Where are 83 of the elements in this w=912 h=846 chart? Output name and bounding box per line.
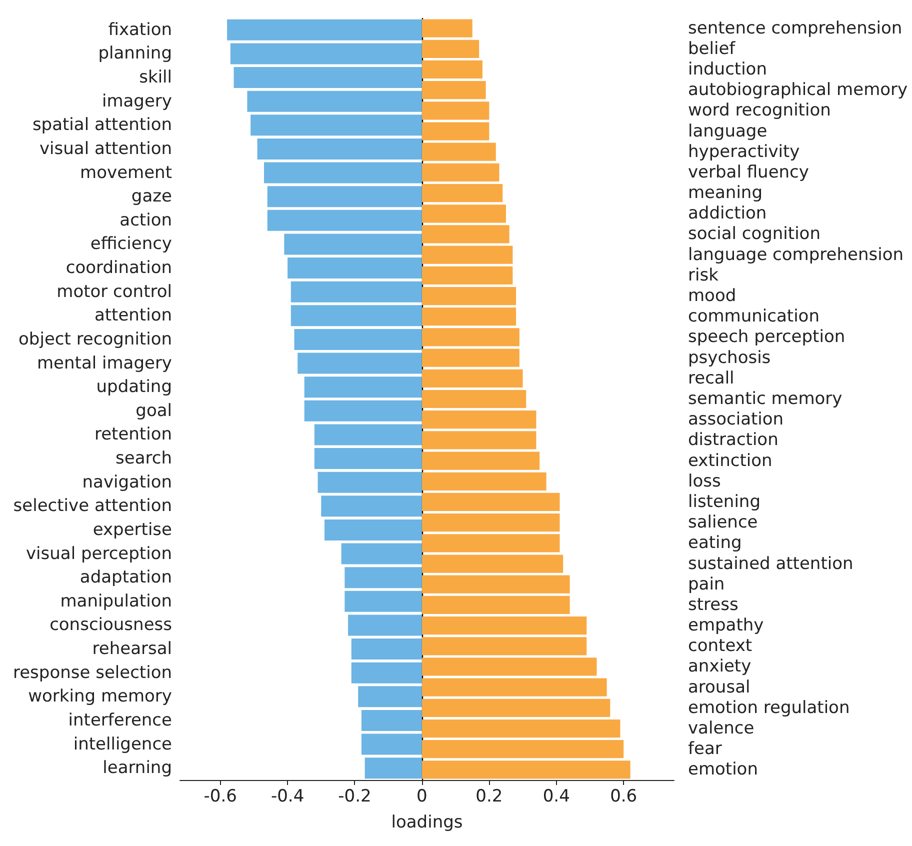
y-tick-label: learning (102, 758, 172, 778)
y-tick-label: rehearsal (92, 639, 172, 660)
y-tick-label: speech perception (688, 327, 846, 348)
x-tick-label: 0.6 (610, 786, 638, 806)
y-tick-label: extinction (688, 450, 772, 471)
y-tick-label: selective attention (13, 496, 172, 516)
y-tick-label: response selection (12, 662, 172, 683)
y-tick-label: communication (688, 306, 820, 327)
y-tick-label: autobiographical memory (688, 80, 908, 100)
y-tick-label: belief (688, 38, 736, 59)
y-tick-label: mood (688, 286, 736, 306)
y-tick-label: gaze (131, 186, 172, 207)
x-tick-label: 0.2 (476, 786, 503, 806)
y-tick-label: hyperactivity (688, 142, 800, 162)
y-tick-label: distraction (688, 430, 778, 450)
bar (422, 81, 486, 100)
y-tick-label: sustained attention (688, 554, 854, 574)
y-tick-label: addiction (688, 204, 767, 224)
y-tick-label: mental imagery (36, 353, 172, 374)
y-tick-label: word recognition (688, 100, 831, 121)
y-tick-label: arousal (688, 677, 750, 698)
y-tick-label: working memory (28, 686, 172, 707)
x-tick-label: 0 (416, 786, 428, 806)
y-tick-label: object recognition (18, 329, 172, 350)
y-tick-label: anxiety (688, 656, 752, 677)
y-tick-label: verbal fluency (688, 162, 809, 182)
y-tick-label: expertise (92, 520, 172, 540)
y-tick-label: movement (80, 162, 172, 183)
y-tick-label: fear (688, 739, 722, 760)
y-tick-label: pain (688, 574, 725, 594)
y-tick-label: salience (688, 512, 758, 533)
y-tick-label: efficiency (90, 234, 172, 254)
x-axis-title: loadings (391, 812, 463, 832)
y-tick-label: sentence comprehension (688, 18, 902, 38)
y-tick-label: consciousness (50, 615, 172, 636)
y-tick-label: visual perception (26, 544, 172, 564)
x-tick-label: -0.6 (204, 786, 237, 806)
y-tick-label: empathy (688, 616, 764, 636)
y-tick-label: context (688, 636, 752, 656)
y-tick-label: spatial attention (32, 115, 172, 136)
y-tick-label: goal (136, 400, 172, 421)
y-tick-label: language comprehension (688, 244, 904, 265)
y-tick-label: imagery (102, 91, 172, 112)
y-tick-label: semantic memory (688, 389, 842, 409)
y-tick-label: planning (98, 44, 172, 64)
bar (422, 390, 526, 408)
bar (422, 40, 480, 58)
y-tick-label: induction (688, 59, 767, 80)
y-tick-label: loss (688, 471, 721, 492)
y-tick-label: interference (68, 710, 172, 730)
y-tick-label: motor control (56, 282, 172, 302)
y-tick-label: association (688, 410, 784, 430)
y-tick-label: recall (688, 368, 734, 388)
y-tick-label: intelligence (73, 734, 172, 754)
y-tick-label: emotion regulation (688, 698, 850, 718)
y-tick-label: retention (94, 424, 172, 445)
bar (422, 698, 610, 717)
y-tick-label: language (688, 121, 768, 142)
y-tick-label: stress (688, 594, 738, 615)
y-tick-label: search (116, 448, 172, 469)
y-tick-label: social cognition (688, 224, 820, 244)
y-tick-label: updating (96, 377, 172, 398)
y-tick-label: psychosis (688, 348, 771, 368)
y-tick-label: action (120, 210, 172, 230)
y-tick-label: emotion (688, 760, 758, 780)
y-tick-label: skill (139, 68, 172, 88)
y-tick-label: manipulation (60, 591, 172, 612)
y-tick-label: valence (688, 718, 754, 739)
y-tick-label: visual attention (39, 138, 172, 159)
y-tick-label: listening (688, 492, 760, 512)
bar (422, 60, 482, 79)
y-tick-label: coordination (66, 258, 172, 278)
y-tick-label: fixation (108, 20, 172, 40)
x-tick-label: -0.2 (338, 786, 372, 806)
y-tick-label: meaning (688, 183, 762, 204)
y-tick-label: risk (688, 265, 719, 286)
y-tick-label: adaptation (80, 568, 172, 588)
bar (422, 19, 472, 38)
y-tick-label: navigation (82, 472, 172, 492)
y-tick-label: attention (94, 306, 172, 326)
y-tick-label: eating (688, 533, 742, 554)
x-tick-label: 0.4 (542, 786, 570, 806)
x-tick-label: -0.4 (270, 786, 304, 806)
